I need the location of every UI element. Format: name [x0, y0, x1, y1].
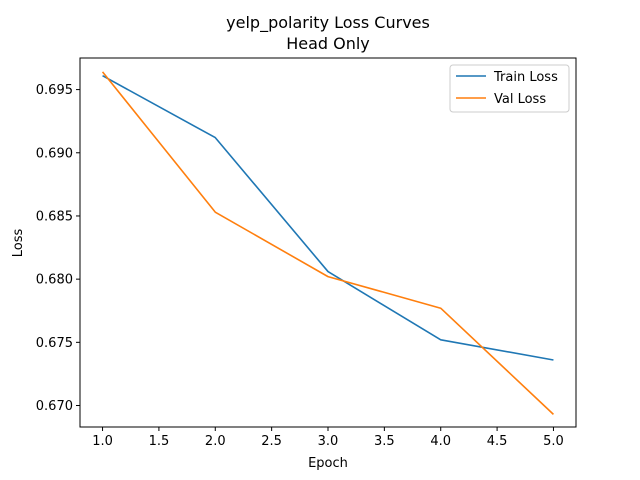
series-line-val-loss — [101, 71, 554, 415]
x-tick-label: 2.5 — [261, 434, 282, 449]
y-tick-label: 0.695 — [36, 83, 73, 98]
x-tick-label: 2.0 — [205, 434, 226, 449]
legend: Train Loss Val Loss — [449, 64, 570, 113]
y-tick-label: 0.690 — [36, 146, 73, 161]
y-tick-label: 0.680 — [36, 273, 73, 288]
legend-label-val-loss: Val Loss — [494, 92, 546, 107]
series-layer — [101, 71, 554, 415]
x-tick-label: 4.0 — [430, 434, 451, 449]
x-axis: 1.0 1.5 2.0 2.5 3.0 3.5 4.0 4.5 5.0 — [92, 427, 564, 449]
x-tick-label: 3.5 — [374, 434, 395, 449]
x-tick-label: 4.5 — [487, 434, 508, 449]
x-tick-label: 1.5 — [149, 434, 170, 449]
x-tick-label: 3.0 — [318, 434, 339, 449]
x-tick-label: 1.0 — [92, 434, 113, 449]
y-tick-label: 0.675 — [36, 336, 73, 351]
chart-subtitle: Head Only — [286, 34, 370, 53]
y-tick-label: 0.685 — [36, 209, 73, 224]
y-axis-label: Loss — [11, 229, 26, 258]
plot-frame — [79, 57, 577, 428]
legend-label-train-loss: Train Loss — [493, 70, 558, 85]
x-tick-label: 5.0 — [543, 434, 564, 449]
y-axis: 0.670 0.675 0.680 0.685 0.690 0.695 — [36, 83, 80, 414]
x-axis-label: Epoch — [308, 456, 348, 471]
series-line-train-loss — [102, 74, 554, 361]
y-tick-label: 0.670 — [36, 399, 73, 414]
chart-title: yelp_polarity Loss Curves — [226, 13, 430, 33]
